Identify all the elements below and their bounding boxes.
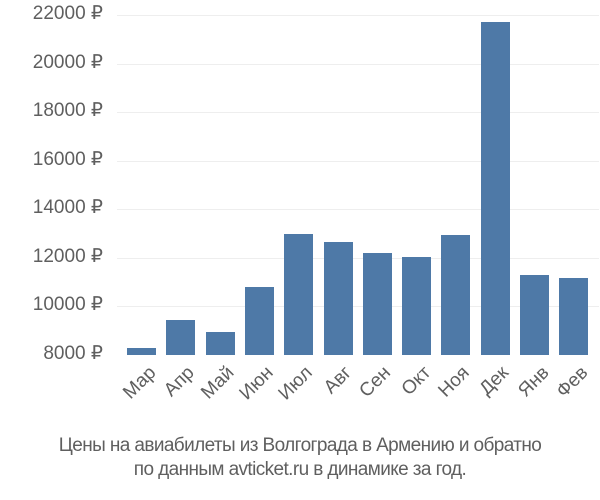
- gridline: [117, 306, 599, 307]
- gridline: [117, 161, 599, 162]
- bar-9: [441, 235, 471, 355]
- x-tick-label: Авг: [319, 362, 356, 399]
- x-tick-label: Мар: [118, 362, 160, 404]
- caption-line-1: Цены на авиабилеты из Волгограда в Армен…: [58, 435, 542, 456]
- x-tick-label: Май: [197, 362, 239, 404]
- y-tick-label: 20000 ₽: [32, 51, 103, 73]
- bar-8: [402, 257, 432, 355]
- bar-3: [205, 331, 235, 355]
- chart-caption: Цены на авиабилеты из Волгограда в Армен…: [0, 434, 600, 482]
- bar-1: [127, 347, 156, 355]
- y-tick-label: 18000 ₽: [32, 100, 103, 122]
- gridline: [117, 112, 599, 113]
- bar-11: [520, 274, 549, 355]
- bar-7: [362, 253, 392, 355]
- x-tick-label: Янв: [513, 362, 553, 402]
- gridline: [117, 64, 599, 65]
- y-tick-label: 14000 ₽: [32, 197, 103, 219]
- x-tick-label: Сен: [355, 362, 396, 402]
- gridline: [117, 15, 599, 16]
- bar-4: [244, 287, 274, 355]
- bar-5: [284, 234, 314, 355]
- y-tick-label: 16000 ₽: [32, 148, 103, 170]
- gridline: [117, 209, 599, 210]
- x-tick-label: Июл: [274, 362, 317, 405]
- gridline: [117, 258, 599, 259]
- y-tick-label: 12000 ₽: [32, 245, 103, 267]
- x-tick-label: Фев: [552, 362, 593, 402]
- x-tick-label: Ноя: [434, 362, 474, 402]
- bar-12: [559, 277, 589, 355]
- bar-2: [166, 320, 196, 355]
- x-tick-label: Июн: [235, 362, 278, 405]
- caption-line-2: по данным avticket.ru в динамике за год.: [133, 459, 467, 480]
- bar-6: [323, 242, 353, 355]
- y-tick-label: 10000 ₽: [32, 294, 103, 316]
- bar-10: [480, 22, 510, 355]
- x-tick-label: Окт: [397, 362, 435, 400]
- y-tick-label: 22000 ₽: [32, 3, 103, 24]
- x-tick-label: Дек: [475, 362, 514, 400]
- y-tick-label: 8000 ₽: [43, 343, 103, 364]
- x-tick-label: Апр: [159, 362, 199, 401]
